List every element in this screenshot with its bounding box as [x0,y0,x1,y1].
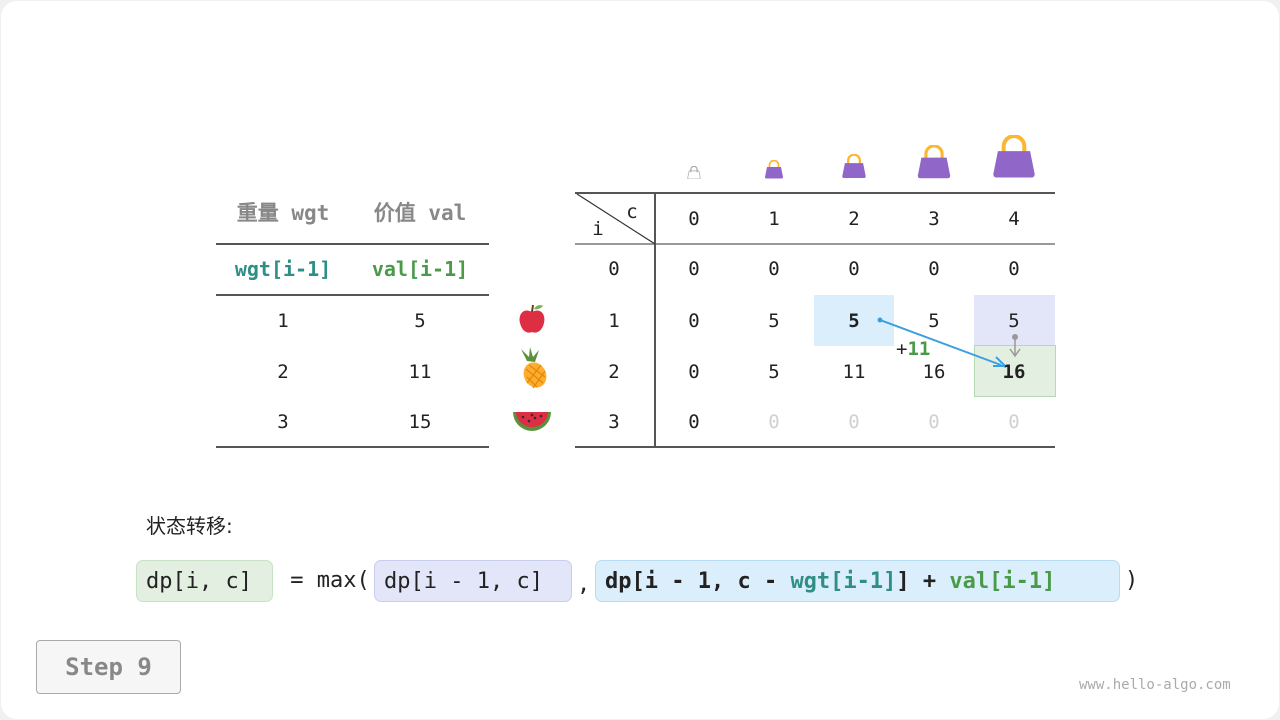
corner-diagonal [576,193,655,245]
val-cell: 15 [408,411,432,433]
bag-icon-empty [687,165,701,179]
formula-label: 状态转移: [146,514,233,538]
dp-cell: 5 [848,310,860,332]
col-header: 4 [1008,208,1020,230]
dp-cell: 0 [1008,411,1020,433]
subheader-val: val[i-1] [371,257,469,281]
dp-cell: 0 [768,411,780,433]
col-header: 3 [928,208,940,230]
dp-cell: 5 [1008,310,1020,332]
dp-cell: 16 [1002,361,1026,383]
divider [575,243,1055,245]
header-val: 价值 val [373,201,467,225]
dp-cell: 0 [688,361,700,383]
row-header: 3 [608,411,620,433]
dp-cell: 0 [688,411,700,433]
corner-row-label: i [592,218,604,240]
dp-cell: 0 [1008,258,1020,280]
dp-cell: 0 [848,411,860,433]
bag-icon-1 [765,160,783,179]
formula-option-1: dp[i - 1, c] [374,560,572,602]
col-header: 0 [688,208,700,230]
add-value-label: +11 [896,338,930,360]
dp-cell: 0 [688,258,700,280]
watermark: www.hello-algo.com [1079,677,1231,693]
dp-cell: 0 [928,258,940,280]
apple-icon [519,304,545,333]
dp-cell: 0 [768,258,780,280]
bag-icon-3 [917,144,951,179]
corner-col-label: c [626,201,638,223]
dp-cell: 5 [768,310,780,332]
row-header: 2 [608,361,620,383]
divider [216,243,489,245]
divider [216,446,489,448]
val-cell: 11 [408,361,432,383]
row-header: 1 [608,310,620,332]
dp-cell: 16 [922,361,946,383]
formula-lhs: dp[i, c] [136,560,273,602]
subheader-wgt: wgt[i-1] [234,257,332,281]
formula-wgt: wgt[i-1] [790,569,897,594]
divider [575,446,1055,448]
dp-cell: 11 [842,361,866,383]
col-header: 1 [768,208,780,230]
formula-max: = max( [277,568,370,593]
divider [216,294,489,296]
header-wgt: 重量 wgt [236,201,330,225]
pineapple-icon [521,347,547,389]
dp-cell: 5 [928,310,940,332]
dp-cell: 0 [848,258,860,280]
bag-icon-4 [993,135,1035,178]
formula-close: ) [1125,568,1139,593]
formula-comma: , [577,572,591,597]
formula-text: dp[i - 1, c - [605,569,791,594]
dp-cell: 0 [928,411,940,433]
bag-icon-2 [842,154,866,179]
step-button[interactable]: Step 9 [36,640,181,694]
dp-cell: 5 [768,361,780,383]
wgt-cell: 1 [277,310,289,332]
watermelon-icon [513,412,551,431]
wgt-cell: 2 [277,361,289,383]
dp-cell: 0 [688,310,700,332]
divider [654,193,656,447]
formula-text: ] + [896,569,950,594]
formula-val: val[i-1] [949,569,1056,594]
formula-option-2: dp[i - 1, c - wgt[i-1]] + val[i-1] [595,560,1120,602]
col-header: 2 [848,208,860,230]
add-value: 11 [907,338,931,360]
val-cell: 5 [414,310,426,332]
row-header: 0 [608,258,620,280]
divider [575,192,1055,194]
plus-sign: + [896,338,908,360]
wgt-cell: 3 [277,411,289,433]
